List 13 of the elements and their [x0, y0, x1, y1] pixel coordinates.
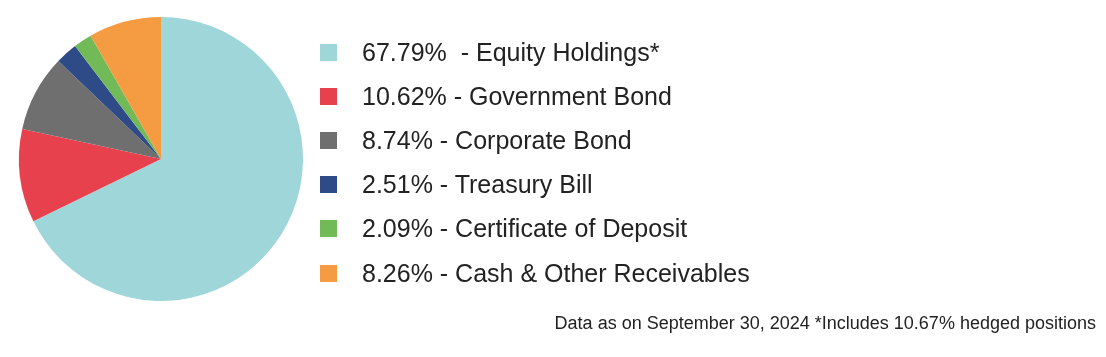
pie-slice: [58, 45, 161, 159]
legend-label: 67.79% - Equity Holdings*: [362, 37, 660, 67]
text: Data as on September 30, 2024 *Includes 10.67% hedged positions: [554, 313, 1096, 334]
legend-label: 8.26% - Cash & Other Receivables: [362, 258, 750, 288]
legend-label: 2.09% - Certificate of Deposit: [362, 214, 688, 244]
legend-label: 8.74% - Corporate Bond: [362, 125, 632, 155]
pie-slice: [33, 17, 303, 301]
pie-slice: [22, 60, 161, 159]
legend-label: 10.62% - Government Bond: [362, 81, 672, 111]
pie-slice: [19, 128, 161, 222]
pie-slice: [90, 17, 161, 159]
legend-label: 2.51% - Treasury Bill: [362, 170, 593, 200]
pie-slice: [75, 35, 161, 159]
